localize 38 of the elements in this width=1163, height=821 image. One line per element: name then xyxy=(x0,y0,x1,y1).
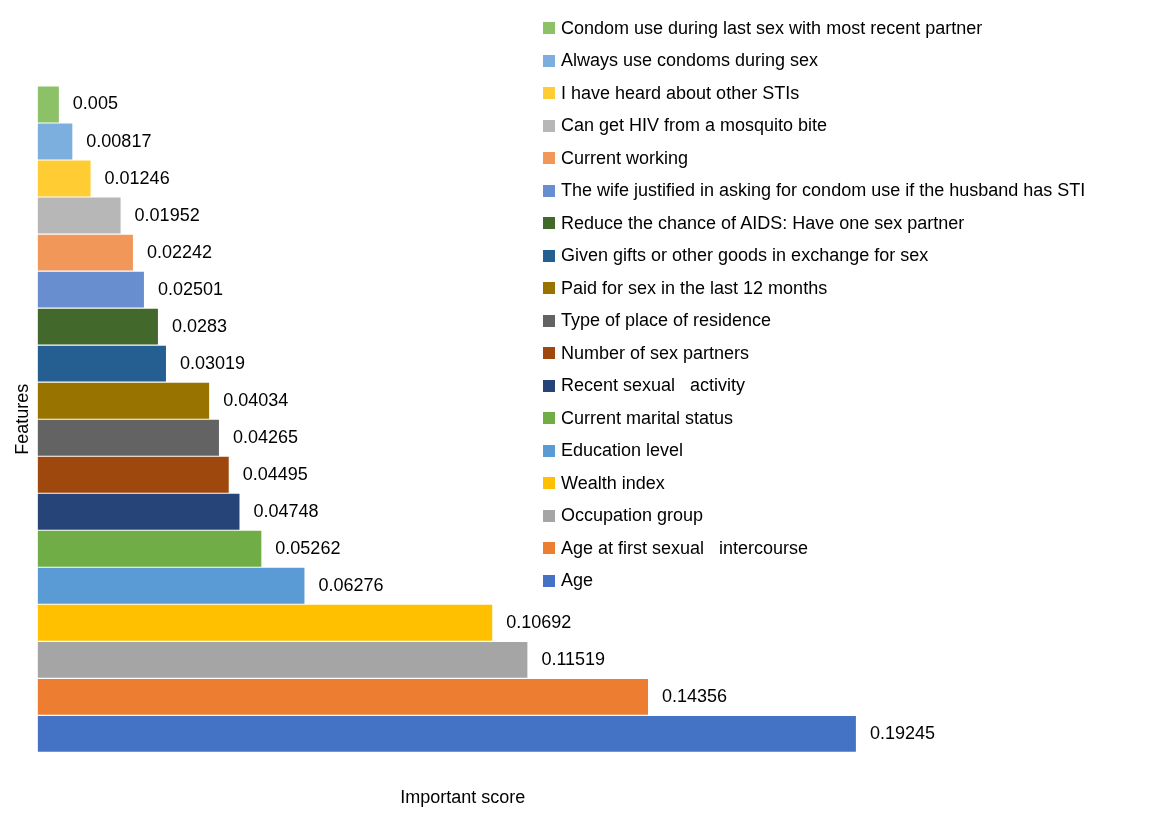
data-label: 0.005 xyxy=(72,93,118,114)
legend-label: Current marital status xyxy=(561,407,734,429)
legend-label: Occupation group xyxy=(561,505,704,527)
data-label: 0.14356 xyxy=(662,685,728,706)
legend-label: The wife justified in asking for condom use if the husband has STI xyxy=(561,180,1086,202)
legend-label: Can get HIV from a mosquito bite xyxy=(561,115,828,137)
legend-label: Recent sexual activity xyxy=(561,375,746,397)
data-label: 0.04748 xyxy=(253,500,319,521)
y-axis-title: Features xyxy=(11,383,32,455)
legend-label: Current working xyxy=(561,147,689,169)
data-label: 0.05262 xyxy=(275,537,341,558)
legend-label: Given gifts or other goods in exchange for sex xyxy=(561,245,929,267)
legend-label: Education level xyxy=(561,440,684,462)
data-label: 0.02242 xyxy=(146,241,213,262)
data-label: 0.01952 xyxy=(134,204,200,225)
data-label: 0.03019 xyxy=(179,352,246,373)
legend-label: Type of place of residence xyxy=(561,310,772,332)
x-axis-title: Important score xyxy=(400,787,526,808)
legend-label: Age xyxy=(561,570,594,592)
legend-label: Reduce the chance of AIDS: Have one sex partner xyxy=(561,212,965,234)
data-label: 0.01246 xyxy=(104,167,170,188)
data-label: 0.0283 xyxy=(171,315,227,336)
data-label: 0.11519 xyxy=(541,648,606,669)
legend-label: Number of sex partners xyxy=(561,342,750,364)
data-label: 0.10692 xyxy=(506,611,572,632)
data-label: 0.06276 xyxy=(318,574,384,595)
data-label: 0.04265 xyxy=(232,426,299,447)
legend-label: Condom use during last sex with most recent partner xyxy=(561,17,983,39)
data-label: 0.00817 xyxy=(86,130,152,151)
data-label: 0.19245 xyxy=(869,722,935,743)
legend-label: Age at first sexual intercourse xyxy=(561,537,809,559)
legend-label: Wealth index xyxy=(561,472,665,494)
legend-label: Always use condoms during sex xyxy=(561,50,819,72)
legend-label: I have heard about other STIs xyxy=(561,82,800,104)
data-label: 0.04034 xyxy=(223,389,289,410)
legend-label: Paid for sex in the last 12 months xyxy=(561,277,828,299)
data-label: 0.02501 xyxy=(157,278,224,299)
data-label: 0.04495 xyxy=(242,463,308,484)
